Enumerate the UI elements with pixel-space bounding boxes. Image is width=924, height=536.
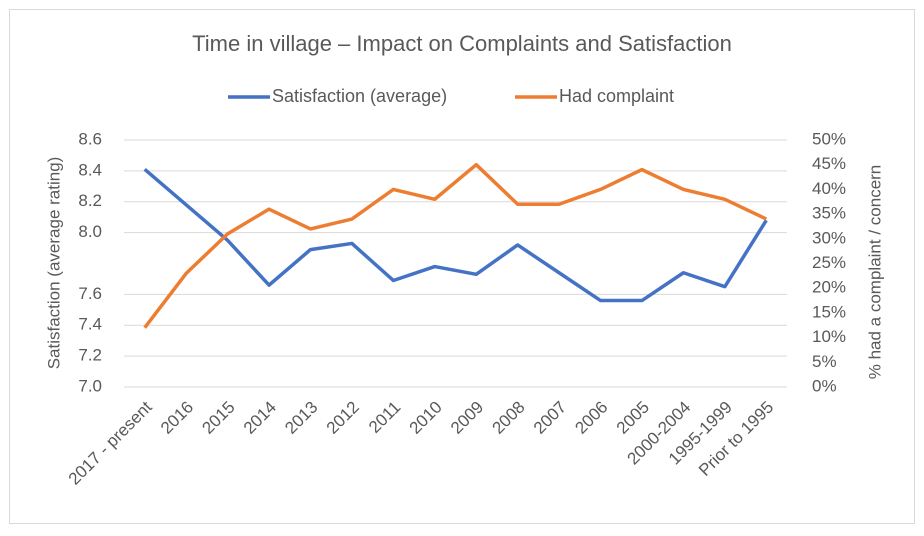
y2-tick-label: 35% xyxy=(812,204,846,223)
y2-tick-label: 40% xyxy=(812,179,846,198)
y2-tick-label: 30% xyxy=(812,228,846,247)
y2-tick-label: 5% xyxy=(812,352,837,371)
y2-tick-label: 0% xyxy=(812,376,837,395)
y2-tick-label: 20% xyxy=(812,278,846,297)
legend-label: Satisfaction (average) xyxy=(272,86,447,106)
y2-tick-label: 15% xyxy=(812,302,846,321)
series-line xyxy=(143,162,768,329)
y-tick-label: 8.0 xyxy=(78,222,102,241)
y-tick-label: 7.2 xyxy=(78,346,102,365)
y2-tick-label: 25% xyxy=(812,253,846,272)
legend-label: Had complaint xyxy=(559,86,674,106)
series-line xyxy=(143,168,768,303)
y-axis-title: Satisfaction (average rating) xyxy=(44,157,63,370)
y-tick-label: 7.6 xyxy=(78,284,102,303)
chart-border xyxy=(9,9,915,524)
y2-tick-label: 45% xyxy=(812,154,846,173)
y-tick-label: 8.2 xyxy=(78,191,102,210)
y-tick-label: 7.0 xyxy=(78,376,102,395)
y-tick-label: 7.4 xyxy=(78,315,102,334)
y2-tick-label: 50% xyxy=(812,129,846,148)
y-tick-label: 8.6 xyxy=(78,129,102,148)
y2-axis-title: % had a complaint / concern xyxy=(865,165,884,380)
y-tick-label: 8.4 xyxy=(78,160,102,179)
y2-tick-label: 10% xyxy=(812,327,846,346)
chart-title: Time in village – Impact on Complaints a… xyxy=(192,31,732,56)
